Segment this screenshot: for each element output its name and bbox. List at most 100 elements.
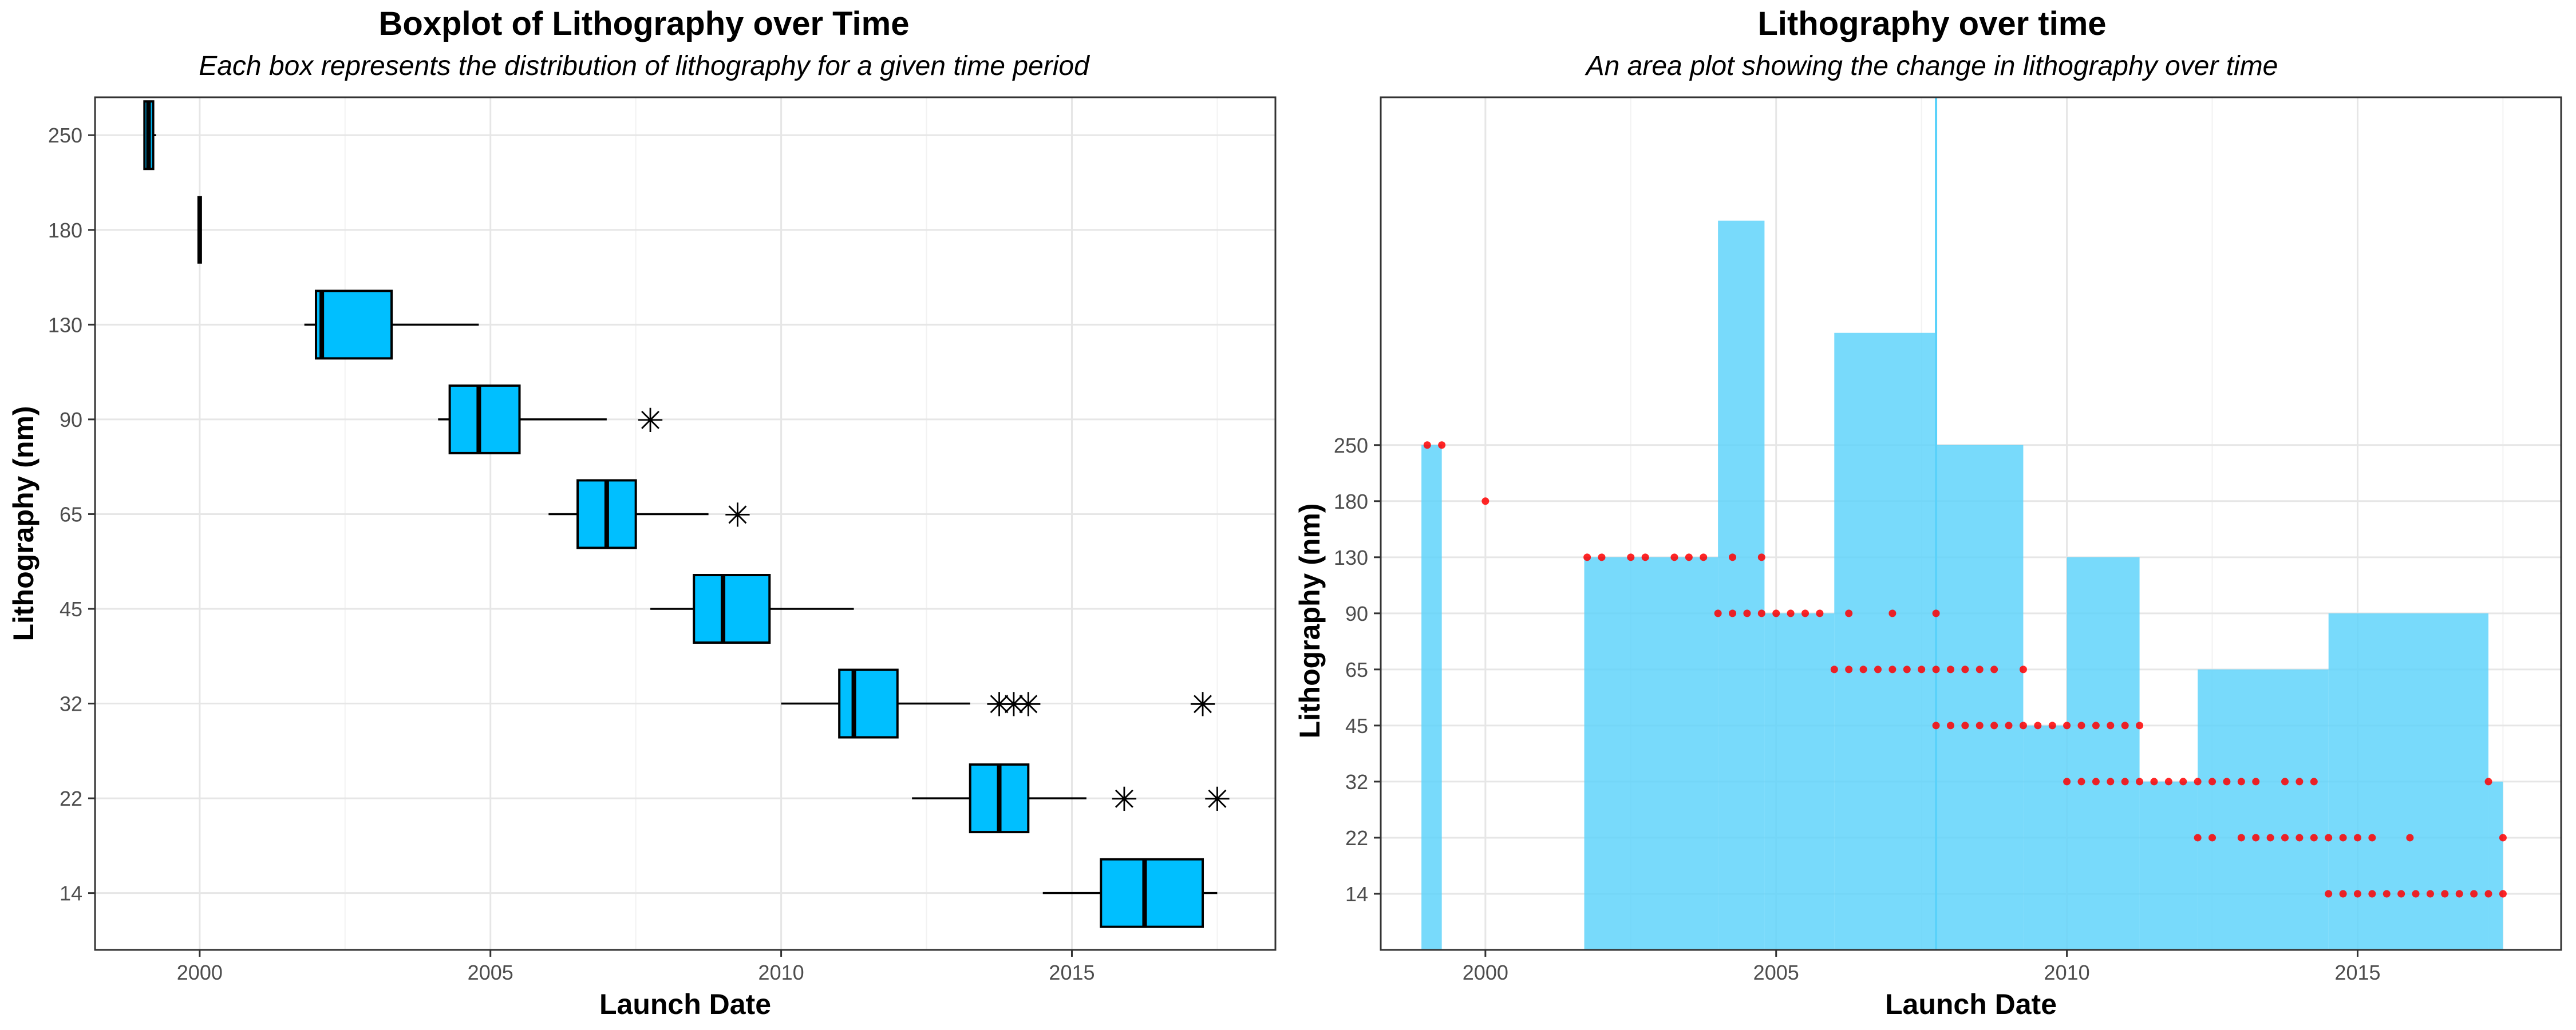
- data-point: [1438, 441, 1446, 449]
- area-step: [2139, 781, 2198, 950]
- box-outlier: ✳: [637, 402, 665, 439]
- data-point: [1976, 665, 1984, 674]
- area-subtitle: An area plot showing the change in litho…: [1586, 51, 2278, 81]
- y-tick-label: 90: [1345, 602, 1368, 625]
- area-step: [1764, 613, 1835, 950]
- box-outlier: ✳: [1189, 687, 1217, 724]
- box-iqr: [693, 574, 771, 644]
- data-point: [2252, 778, 2260, 786]
- y-axis-label: Lithography (nm): [7, 406, 39, 641]
- y-tick-label: 90: [60, 408, 82, 431]
- y-tick-label: 65: [60, 502, 82, 526]
- data-point: [1859, 665, 1867, 674]
- data-point: [1918, 665, 1926, 674]
- data-point: [2383, 890, 2391, 898]
- data-point: [2339, 834, 2347, 842]
- data-point: [2368, 890, 2376, 898]
- data-point: [1946, 665, 1954, 674]
- data-point: [1932, 665, 1940, 674]
- data-point: [2019, 665, 2027, 674]
- data-point: [2281, 834, 2289, 842]
- data-point: [2325, 834, 2333, 842]
- box-iqr: [448, 384, 521, 454]
- data-point: [2194, 834, 2202, 842]
- data-point: [2179, 778, 2187, 786]
- boxplot-subtitle: Each box represents the distribution of …: [199, 51, 1089, 81]
- data-point: [2310, 778, 2318, 786]
- data-point: [2252, 834, 2260, 842]
- data-point: [2121, 722, 2129, 730]
- x-tick-label: 2000: [1463, 961, 1508, 984]
- data-point: [2237, 778, 2245, 786]
- data-point: [2136, 722, 2144, 730]
- y-tick-label: 65: [1345, 658, 1368, 682]
- boxplot-panel: Boxplot of Lithography over Time Each bo…: [7, 5, 1277, 1020]
- area-chart: 2000 2005 2010 2015 14 22 32 45 65 90 130 180 250 Lau…: [1294, 96, 2562, 1020]
- y-tick-label: 22: [1345, 826, 1368, 850]
- box-outlier: ✳: [1014, 687, 1042, 724]
- box-iqr: [838, 668, 899, 739]
- data-point: [2223, 778, 2231, 786]
- x-tick-label: 2005: [468, 961, 513, 984]
- data-point: [1830, 665, 1838, 674]
- box-iqr: [314, 290, 393, 360]
- data-point: [2325, 890, 2333, 898]
- data-point: [1932, 609, 1940, 617]
- data-point: [1801, 609, 1809, 617]
- plot-frame: [1380, 96, 2562, 951]
- area-step: [2067, 557, 2140, 950]
- data-point: [1481, 497, 1490, 505]
- data-point: [2136, 778, 2144, 786]
- data-point: [1961, 665, 1969, 674]
- data-point: [1903, 665, 1911, 674]
- data-point: [1743, 609, 1751, 617]
- box-outlier: ✳: [1203, 781, 1231, 818]
- y-axis-label: Lithography (nm): [1294, 503, 1326, 738]
- data-point: [2499, 890, 2507, 898]
- data-point: [1598, 553, 1606, 561]
- data-point: [2470, 890, 2478, 898]
- data-point: [2092, 722, 2100, 730]
- data-point: [1641, 553, 1649, 561]
- data-point: [2353, 834, 2361, 842]
- data-point: [2208, 778, 2217, 786]
- data-point: [2484, 778, 2492, 786]
- data-point: [2310, 834, 2318, 842]
- data-point: [2455, 890, 2463, 898]
- data-point: [2164, 778, 2172, 786]
- data-point: [1990, 665, 1998, 674]
- y-tick-label: 32: [60, 692, 82, 716]
- data-point: [2406, 834, 2414, 842]
- data-point: [2019, 722, 2027, 730]
- data-point: [1976, 722, 1984, 730]
- y-tick-label: 45: [1345, 714, 1368, 738]
- data-point: [2121, 778, 2129, 786]
- y-tick-label: 250: [48, 124, 82, 147]
- data-point: [1700, 553, 1708, 561]
- x-tick-label: 2000: [177, 961, 223, 984]
- data-point: [1845, 665, 1853, 674]
- data-point: [1946, 722, 1954, 730]
- data-point: [1772, 609, 1780, 617]
- data-point: [2296, 778, 2304, 786]
- data-point: [2426, 890, 2434, 898]
- box-outlier: ✳: [985, 687, 1013, 724]
- area-spike: [1935, 97, 1938, 950]
- data-point: [2412, 890, 2420, 898]
- data-point: [1757, 609, 1765, 617]
- data-point: [2281, 778, 2289, 786]
- data-point: [1583, 553, 1591, 561]
- area-step: [1834, 332, 1937, 950]
- data-point: [2150, 778, 2158, 786]
- data-point: [1816, 609, 1824, 617]
- y-tick-label: 180: [48, 219, 82, 242]
- data-point: [2077, 722, 2085, 730]
- data-point: [2441, 890, 2449, 898]
- data-point: [1932, 722, 1940, 730]
- box-iqr: [1100, 858, 1204, 928]
- box-outlier: ✳: [1111, 781, 1139, 818]
- data-point: [2208, 834, 2217, 842]
- data-point: [2063, 722, 2071, 730]
- area-step: [2198, 669, 2329, 950]
- y-tick-label: 180: [1334, 490, 1368, 513]
